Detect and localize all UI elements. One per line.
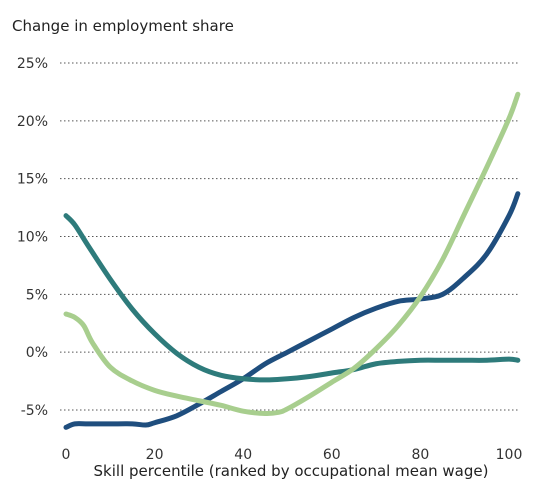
x-tick-label: 0: [62, 447, 71, 463]
y-tick-label: 20%: [17, 114, 48, 130]
grid-lines: [60, 62, 520, 411]
y-tick-label: -5%: [21, 403, 48, 419]
x-axis-title: Skill percentile (ranked by occupational…: [94, 462, 489, 480]
y-tick-label: 0%: [26, 345, 48, 361]
x-tick-label: 100: [496, 447, 523, 463]
series-lines: [63, 91, 521, 430]
x-tick-labels: 0 20 40 60 80 100: [62, 447, 523, 463]
x-tick-label: 80: [411, 447, 429, 463]
y-tick-label: 10%: [17, 230, 48, 246]
y-tick-labels: -5% 0% 5% 10% 15% 20% 25%: [17, 56, 48, 419]
series-line-3: [63, 91, 521, 417]
series-line-1: [63, 191, 521, 430]
x-tick-label: 20: [146, 447, 164, 463]
x-tick-label: 40: [234, 447, 252, 463]
y-tick-label: 25%: [17, 56, 48, 72]
x-tick-label: 60: [323, 447, 341, 463]
y-tick-label: 15%: [17, 172, 48, 188]
y-axis-title: Change in employment share: [12, 17, 234, 35]
series-line-2: [63, 213, 521, 383]
y-tick-label: 5%: [26, 287, 48, 303]
